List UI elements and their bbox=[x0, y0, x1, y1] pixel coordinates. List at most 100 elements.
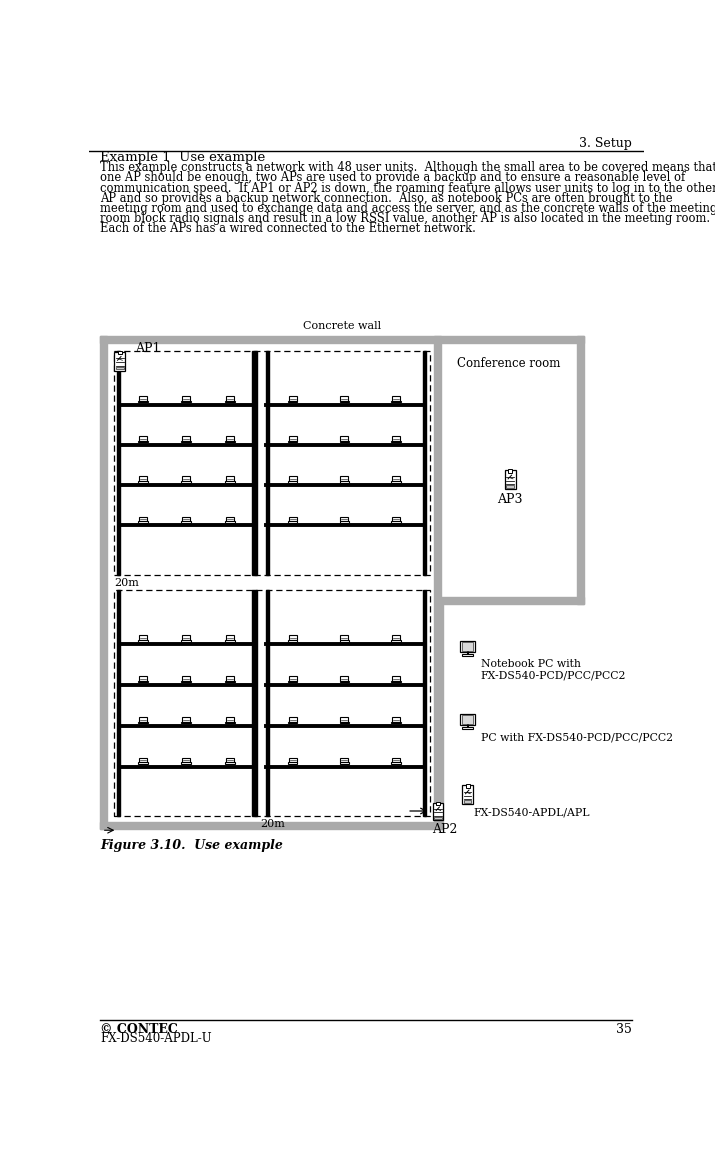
Bar bbox=[225, 680, 235, 683]
Bar bbox=[182, 758, 190, 763]
Bar bbox=[391, 722, 401, 723]
Bar bbox=[225, 763, 235, 764]
Bar bbox=[340, 758, 348, 763]
Bar bbox=[182, 640, 191, 642]
Bar bbox=[225, 401, 235, 402]
Bar bbox=[226, 716, 234, 722]
Text: one AP should be enough, two APs are used to provide a backup and to ensure a re: one AP should be enough, two APs are use… bbox=[100, 171, 686, 185]
Bar bbox=[266, 351, 269, 575]
Bar bbox=[117, 590, 120, 816]
Text: meeting room and used to exchange data and access the server, and as the concret: meeting room and used to exchange data a… bbox=[100, 202, 715, 215]
Bar bbox=[436, 801, 440, 805]
Bar bbox=[138, 763, 147, 764]
Text: Concrete wall: Concrete wall bbox=[303, 321, 381, 331]
Bar bbox=[139, 436, 147, 441]
Bar bbox=[289, 676, 297, 680]
Bar bbox=[505, 470, 516, 490]
Bar bbox=[340, 481, 349, 483]
Bar bbox=[340, 436, 348, 441]
Bar bbox=[182, 716, 190, 722]
Bar bbox=[225, 640, 235, 642]
Bar bbox=[340, 477, 348, 481]
Text: Figure 3.10.  Use example: Figure 3.10. Use example bbox=[100, 840, 283, 852]
Bar bbox=[226, 758, 234, 763]
Bar bbox=[288, 722, 297, 723]
Bar bbox=[139, 635, 147, 640]
Bar bbox=[462, 654, 473, 656]
Text: 3. Setup: 3. Setup bbox=[579, 136, 632, 150]
Bar bbox=[139, 758, 147, 763]
Bar bbox=[139, 397, 147, 401]
Bar bbox=[118, 351, 122, 354]
Text: AP and so provides a backup network connection.  Also, as notebook PCs are often: AP and so provides a backup network conn… bbox=[100, 192, 673, 205]
Bar bbox=[182, 676, 190, 680]
Bar bbox=[225, 722, 235, 723]
Text: Notebook PC with
FX-DS540-PCD/PCC/PCC2: Notebook PC with FX-DS540-PCD/PCC/PCC2 bbox=[480, 659, 626, 680]
Bar bbox=[225, 481, 235, 483]
Bar bbox=[182, 436, 190, 441]
Bar bbox=[139, 716, 147, 722]
Bar bbox=[289, 716, 297, 722]
Text: AP3: AP3 bbox=[498, 493, 523, 506]
Bar bbox=[433, 802, 443, 820]
Bar bbox=[463, 800, 471, 802]
Bar bbox=[182, 680, 191, 683]
Bar bbox=[114, 351, 430, 575]
Bar bbox=[182, 401, 191, 402]
Bar bbox=[226, 635, 234, 640]
Bar bbox=[226, 676, 234, 680]
Bar bbox=[289, 516, 297, 521]
Bar bbox=[288, 640, 297, 642]
Text: PC with FX-DS540-PCD/PCC/PCC2: PC with FX-DS540-PCD/PCC/PCC2 bbox=[480, 733, 673, 742]
Bar bbox=[392, 716, 400, 722]
Bar bbox=[138, 722, 147, 723]
Bar bbox=[423, 590, 425, 816]
Bar bbox=[441, 336, 577, 597]
Bar bbox=[139, 477, 147, 481]
Bar bbox=[340, 635, 348, 640]
Bar bbox=[340, 401, 349, 402]
Bar bbox=[340, 521, 349, 523]
Bar bbox=[340, 680, 349, 683]
Bar bbox=[288, 521, 297, 523]
Bar bbox=[289, 477, 297, 481]
Bar bbox=[434, 336, 441, 829]
Bar bbox=[252, 590, 257, 816]
Text: room block radio signals and result in a low RSSI value, another AP is also loca: room block radio signals and result in a… bbox=[100, 212, 710, 224]
Bar bbox=[288, 401, 297, 402]
Bar bbox=[340, 722, 349, 723]
Bar bbox=[139, 676, 147, 680]
Text: 20m: 20m bbox=[260, 820, 285, 829]
Bar bbox=[100, 336, 107, 829]
Text: Each of the APs has a wired connected to the Ethernet network.: Each of the APs has a wired connected to… bbox=[100, 222, 476, 235]
Bar bbox=[463, 785, 473, 804]
Bar bbox=[506, 485, 514, 488]
Bar bbox=[138, 481, 147, 483]
Text: Conference room: Conference room bbox=[457, 357, 561, 370]
Bar bbox=[138, 401, 147, 402]
Bar bbox=[182, 477, 190, 481]
Bar bbox=[392, 676, 400, 680]
Text: communication speed.  If AP1 or AP2 is down, the roaming feature allows user uni: communication speed. If AP1 or AP2 is do… bbox=[100, 181, 715, 194]
Bar bbox=[116, 366, 124, 370]
Bar bbox=[391, 401, 401, 402]
Bar bbox=[139, 516, 147, 521]
Bar bbox=[391, 441, 401, 442]
Text: FX-DS540-APDL/APL: FX-DS540-APDL/APL bbox=[473, 807, 589, 818]
Bar bbox=[340, 397, 348, 401]
Bar bbox=[288, 680, 297, 683]
Bar bbox=[138, 521, 147, 523]
Bar bbox=[226, 397, 234, 401]
Bar bbox=[391, 680, 401, 683]
Bar bbox=[225, 441, 235, 442]
Bar bbox=[288, 481, 297, 483]
Bar bbox=[391, 763, 401, 764]
Bar bbox=[138, 441, 147, 442]
Bar bbox=[462, 727, 473, 729]
Bar bbox=[288, 763, 297, 764]
Bar bbox=[289, 758, 297, 763]
Bar bbox=[182, 521, 191, 523]
Bar bbox=[577, 336, 584, 604]
Bar bbox=[462, 642, 473, 651]
Bar bbox=[114, 352, 125, 371]
